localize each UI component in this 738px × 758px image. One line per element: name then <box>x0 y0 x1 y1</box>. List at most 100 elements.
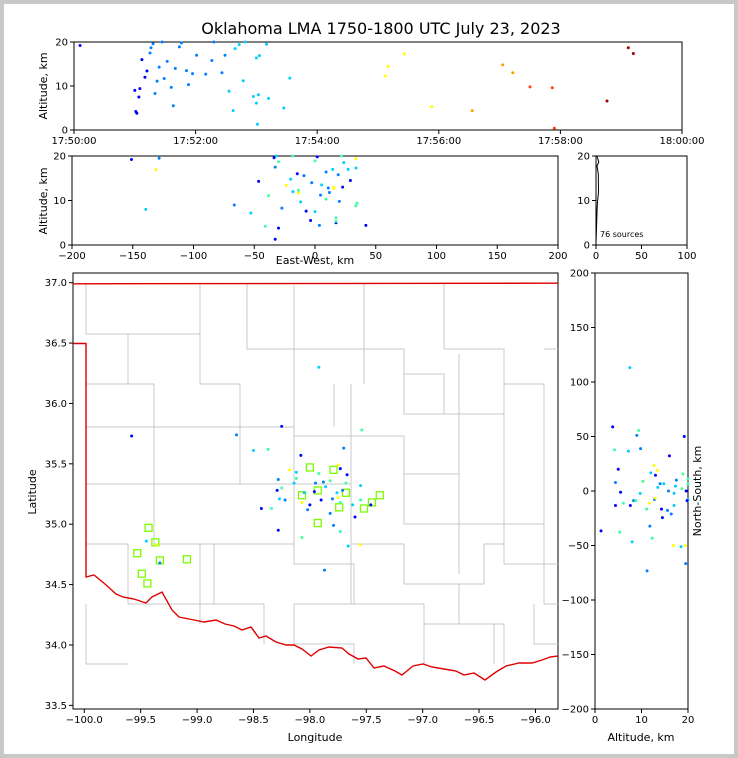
source-point <box>227 89 231 93</box>
source-point <box>336 173 340 177</box>
figure-canvas: Oklahoma LMA 1750-1800 UTC July 23, 2023… <box>4 4 734 754</box>
source-point <box>251 95 255 99</box>
source-point <box>160 40 164 44</box>
source-point <box>672 543 676 547</box>
lat-tick-label: 35.5 <box>45 459 67 470</box>
plan-view-ylabel: Latitude <box>26 469 39 515</box>
source-point <box>274 154 278 158</box>
source-point <box>335 491 339 495</box>
lat-tick-label: 36.5 <box>45 339 67 350</box>
source-point <box>300 535 304 539</box>
source-point <box>210 58 214 62</box>
source-point <box>621 501 625 505</box>
source-point <box>338 529 342 533</box>
source-point <box>145 69 149 73</box>
source-point <box>345 473 349 477</box>
source-point <box>686 482 690 486</box>
source-point <box>272 156 276 160</box>
source-point <box>144 539 148 543</box>
station-marker <box>151 538 160 547</box>
source-point <box>267 194 271 198</box>
source-point <box>313 210 317 214</box>
source-point <box>338 467 342 471</box>
source-point <box>353 515 357 519</box>
time-x-tick-label: 17:58:00 <box>538 136 583 147</box>
plan-view-panel: Latitude Longitude −100.0 −99.5 −99.0 −98.5… <box>26 272 559 744</box>
source-point <box>631 51 635 55</box>
source-point <box>635 433 639 437</box>
source-point <box>354 166 358 170</box>
source-point <box>191 72 195 76</box>
source-point <box>299 453 303 457</box>
altitude-north-south-ylabel: North-South, km <box>691 446 704 537</box>
source-point <box>634 499 638 503</box>
ew-x-tick-label: 50 <box>369 251 382 262</box>
source-point <box>658 482 662 486</box>
source-point <box>386 64 390 68</box>
source-point <box>684 562 688 566</box>
lat-tick-label: 34.5 <box>45 580 67 591</box>
altitude-histogram-line <box>595 155 600 245</box>
source-point <box>430 105 434 109</box>
station-marker <box>133 549 142 558</box>
altitude-histogram-axes <box>595 155 688 246</box>
source-point <box>319 193 323 197</box>
hist-x-tick-label: 0 <box>593 251 599 262</box>
source-point <box>133 88 137 92</box>
source-point <box>369 503 373 507</box>
source-point <box>616 467 620 471</box>
source-point <box>323 568 327 572</box>
east-west-altitude-points <box>129 154 368 241</box>
ns-x-tick-label: 0 <box>592 715 598 726</box>
source-point <box>672 491 676 495</box>
source-point <box>313 159 317 163</box>
ew-x-tick-label: 100 <box>427 251 446 262</box>
source-point <box>231 109 235 113</box>
time-y-tick-label: 0 <box>62 126 68 137</box>
ew-x-tick-label: −50 <box>244 251 265 262</box>
ew-x-tick-label: −200 <box>58 251 85 262</box>
source-point <box>265 42 269 46</box>
lon-tick-label: −96.5 <box>464 715 495 726</box>
source-point <box>324 170 328 174</box>
source-point <box>280 424 284 428</box>
source-point <box>628 366 632 370</box>
source-point <box>653 473 657 477</box>
altitude-north-south-xlabel: Altitude, km <box>607 731 674 744</box>
source-point <box>650 536 654 540</box>
source-point <box>157 65 161 69</box>
east-west-altitude-panel: Altitude, km East-West, km −200 −150 −100−… <box>37 152 568 268</box>
east-west-altitude-axes <box>71 155 559 246</box>
source-point <box>302 491 306 495</box>
source-point <box>302 174 306 178</box>
plan-view-xlabel: Longitude <box>288 731 343 744</box>
source-point <box>336 463 340 467</box>
source-point <box>138 87 142 91</box>
source-point <box>254 101 258 105</box>
time-x-tick-label: 17:50:00 <box>52 136 97 147</box>
station-marker <box>297 491 307 500</box>
source-point <box>331 167 335 171</box>
lon-tick-label: −97.5 <box>351 715 382 726</box>
ns-y-tick-label: −100 <box>562 596 589 607</box>
source-point <box>251 449 255 453</box>
source-point <box>666 508 670 512</box>
time-altitude-ylabel: Altitude, km <box>37 52 50 119</box>
source-point <box>171 104 175 108</box>
source-point <box>177 45 181 49</box>
east-west-altitude-ylabel: Altitude, km <box>37 167 50 234</box>
source-point <box>155 79 159 83</box>
source-point <box>341 185 345 189</box>
source-point <box>187 83 191 87</box>
source-point <box>682 435 686 439</box>
source-point <box>280 206 284 210</box>
source-point <box>169 85 173 89</box>
ew-y-tick-label: 20 <box>53 152 66 163</box>
ew-x-tick-label: −150 <box>119 251 146 262</box>
altitude-north-south-points <box>599 366 690 573</box>
oklahoma-state-border <box>72 282 559 681</box>
ns-y-tick-label: 150 <box>570 323 589 334</box>
source-point <box>605 99 609 103</box>
source-point <box>641 479 645 483</box>
source-point <box>351 503 355 507</box>
